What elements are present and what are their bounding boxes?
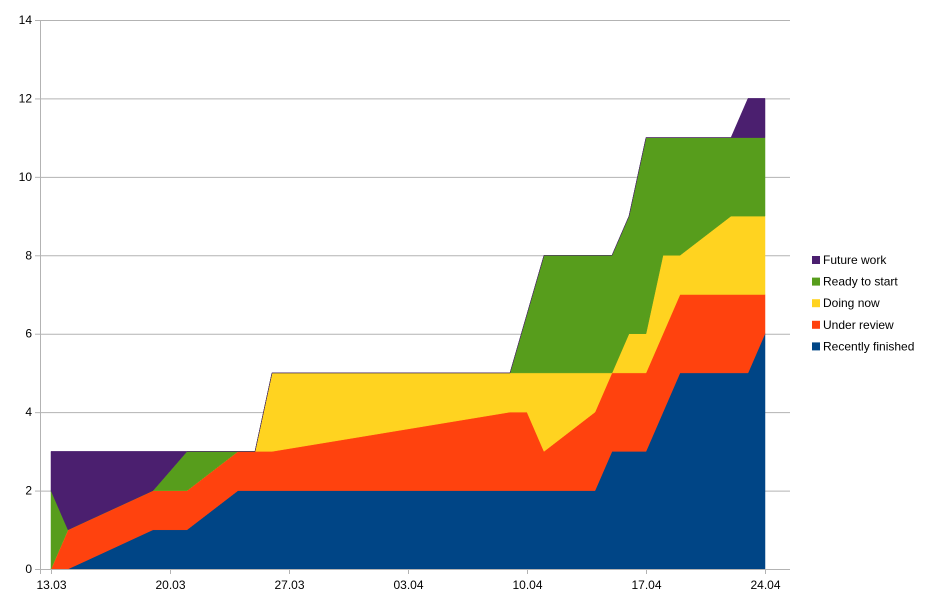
area-future-work [50,98,766,531]
y-tick-label: 0 [25,562,32,576]
axes: 0 2 4 6 8 10 12 14 13.03 20.03 27.03 03.04 10.04 17.0… [19,13,790,592]
legend-swatch-doing-now [812,299,820,308]
y-tick-label: 12 [19,91,33,105]
y-tick-label: 2 [25,484,32,498]
x-tick-label: 20.03 [155,578,185,592]
legend-label: Doing now [823,296,880,310]
y-tick-label: 6 [25,327,32,341]
legend-swatch-ready-to-start [812,277,820,286]
legend-swatch-recently-finished [812,342,820,351]
y-tick-label: 8 [25,248,32,262]
y-tick-label: 14 [19,13,33,27]
legend-label: Recently finished [823,339,914,353]
stacked-areas [50,98,766,570]
x-tick-label: 27.03 [274,578,304,592]
x-tick-label: 17.04 [631,578,661,592]
legend-swatch-future-work [812,256,820,264]
legend-label: Under review [823,318,894,332]
y-tick-label: 10 [19,170,33,184]
legend: Future work Ready to start Doing now Under … [812,253,914,353]
legend-label: Future work [823,253,887,267]
legend-swatch-under-review [812,320,820,329]
y-tick-label: 4 [25,405,32,419]
x-tick-label: 10.04 [512,578,542,592]
x-tick-label: 24.04 [750,578,780,592]
x-tick-label: 13.03 [36,578,66,592]
x-tick-label: 03.04 [393,578,423,592]
legend-label: Ready to start [823,275,898,289]
